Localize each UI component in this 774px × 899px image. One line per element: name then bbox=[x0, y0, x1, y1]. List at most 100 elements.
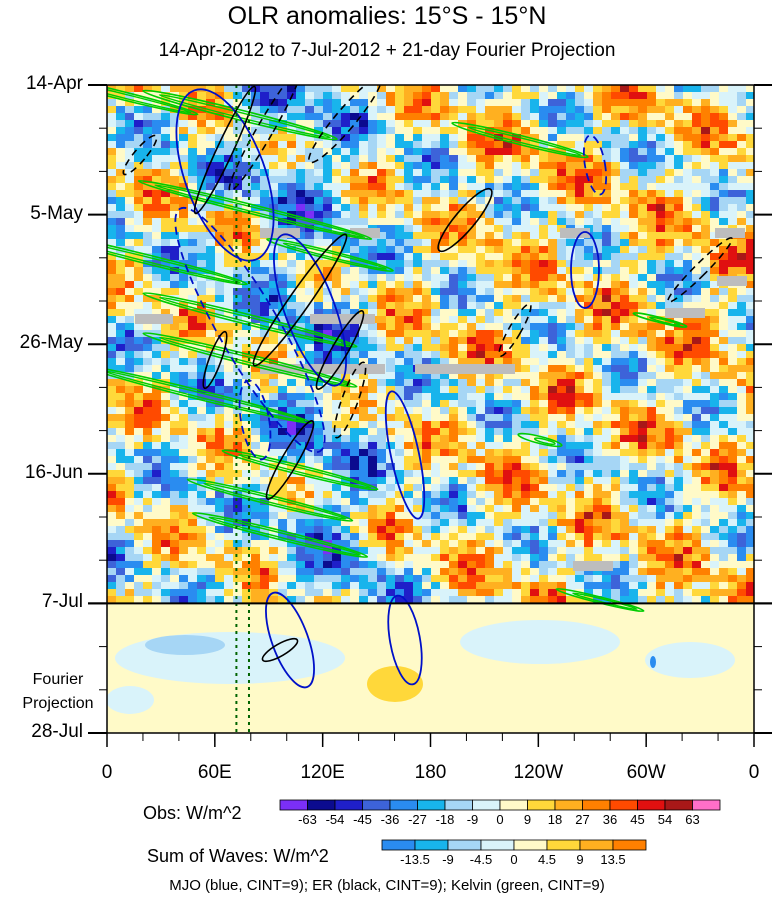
kelvin-contour bbox=[186, 478, 354, 522]
er-contour bbox=[202, 330, 228, 390]
er-contour bbox=[333, 361, 367, 439]
obs-colorbar-label: Obs: W/m^2 bbox=[143, 803, 242, 823]
colorbar-tick-label: 18 bbox=[547, 812, 563, 827]
er-contour bbox=[261, 637, 299, 663]
er-contour bbox=[308, 85, 382, 164]
colorbar-swatch bbox=[444, 799, 473, 811]
mjo-contour bbox=[174, 206, 326, 454]
chart-subtitle: 14-Apr-2012 to 7-Jul-2012 + 21-day Fouri… bbox=[158, 40, 616, 61]
missing-data-bar bbox=[260, 364, 385, 374]
er-contour bbox=[498, 303, 532, 357]
missing-data-bar bbox=[767, 314, 774, 324]
colorbar-swatch bbox=[307, 799, 336, 811]
colorbar-tick-label: 0 bbox=[496, 812, 504, 827]
colorbar-swatch bbox=[362, 799, 391, 811]
y-tick-label: 28-Jul bbox=[31, 721, 83, 742]
colorbar-swatch bbox=[414, 839, 449, 851]
colorbar-tick-label: -63 bbox=[298, 812, 317, 827]
er-contour bbox=[315, 310, 365, 390]
colorbar-tick-label: 0 bbox=[510, 852, 518, 867]
mjo-contour bbox=[582, 134, 608, 196]
colorbar-tick-label: -13.5 bbox=[400, 852, 430, 867]
colorbar-tick-label: 9 bbox=[523, 812, 532, 827]
y-tick-label: 26-May bbox=[19, 332, 83, 354]
er-contour bbox=[193, 85, 257, 215]
obs-field bbox=[107, 85, 774, 603]
projection-label: Fourier Projection bbox=[8, 668, 108, 716]
missing-data-bar bbox=[560, 228, 590, 238]
y-tick-label: 14-Apr bbox=[25, 73, 83, 94]
projection-label-line2: Projection bbox=[22, 695, 94, 712]
colorbar-swatch bbox=[554, 799, 583, 811]
x-tick-label: 0 bbox=[748, 762, 760, 783]
colorbar-swatch bbox=[381, 839, 416, 851]
kelvin-contour bbox=[137, 179, 373, 241]
legend-note: MJO (blue, CINT=9); ER (black, CINT=9); … bbox=[169, 877, 605, 894]
missing-data-bar bbox=[350, 228, 380, 238]
colorbar-swatch bbox=[279, 799, 308, 811]
colorbar-tick-label: -9 bbox=[442, 852, 454, 867]
missing-data-bar bbox=[260, 228, 300, 238]
kelvin-contour bbox=[142, 332, 358, 388]
missing-data-bar bbox=[573, 561, 613, 571]
colorbar-swatch bbox=[389, 799, 418, 811]
colorbar-tick-label: -18 bbox=[435, 812, 455, 827]
er-contour bbox=[252, 233, 348, 367]
projection-label-line1: Fourier bbox=[32, 671, 84, 688]
missing-data-bar bbox=[717, 276, 747, 286]
mjo-contour bbox=[273, 233, 347, 387]
colorbar-swatch bbox=[579, 839, 614, 851]
colorbar-swatch bbox=[417, 799, 446, 811]
colorbar-swatch bbox=[664, 799, 693, 811]
colorbar-tick-label: -27 bbox=[408, 812, 427, 827]
kelvin-contour bbox=[191, 511, 369, 559]
colorbar-tick-label: 13.5 bbox=[600, 852, 626, 867]
colorbar-swatch bbox=[334, 799, 363, 811]
colorbar-tick-label: 27 bbox=[575, 812, 590, 827]
chart-title: OLR anomalies: 15°S - 15°N bbox=[227, 2, 547, 30]
x-tick-label: 0 bbox=[101, 762, 113, 783]
colorbar-tick-label: -4.5 bbox=[469, 852, 493, 867]
colorbar-swatch bbox=[582, 799, 611, 811]
x-tick-label: 120E bbox=[300, 762, 345, 783]
colorbar-swatch bbox=[609, 799, 638, 811]
er-contour bbox=[122, 134, 158, 176]
kelvin-contour bbox=[517, 432, 563, 448]
kelvin-contour bbox=[107, 234, 248, 286]
mjo-contour bbox=[175, 88, 275, 262]
colorbar-swatch bbox=[527, 799, 556, 811]
waves-colorbar-label: Sum of Waves: W/m^2 bbox=[147, 846, 329, 866]
x-tick-label: 120W bbox=[513, 762, 564, 783]
colorbar-swatch bbox=[637, 799, 666, 811]
missing-data-bar bbox=[470, 364, 515, 374]
y-tick-label: 7-Jul bbox=[41, 591, 83, 613]
x-tick-label: 180 bbox=[414, 762, 447, 783]
colorbar-tick-label: 54 bbox=[657, 812, 673, 827]
er-contour bbox=[228, 85, 302, 192]
missing-data-bar bbox=[665, 308, 705, 318]
colorbar-swatch bbox=[546, 839, 581, 851]
x-tick-label: 60W bbox=[626, 762, 666, 783]
missing-data-bar bbox=[715, 228, 745, 238]
colorbar-tick-label: -9 bbox=[466, 812, 479, 827]
colorbar-swatch bbox=[513, 839, 548, 851]
er-contour bbox=[667, 237, 733, 303]
kelvin-contour bbox=[221, 449, 379, 491]
missing-data-bar bbox=[310, 314, 340, 324]
kelvin-contour bbox=[107, 366, 313, 424]
kelvin-contour bbox=[632, 312, 688, 328]
colorbar-tick-label: 45 bbox=[630, 812, 645, 827]
missing-data-bar bbox=[415, 364, 475, 374]
mjo-contour bbox=[265, 591, 315, 689]
er-contour bbox=[437, 187, 493, 253]
kelvin-contour bbox=[451, 121, 589, 159]
y-tick-label: 5-May bbox=[30, 202, 83, 224]
missing-data-bar bbox=[335, 314, 375, 324]
colorbar-tick-label: -45 bbox=[353, 812, 372, 827]
kelvin-contour bbox=[142, 89, 338, 141]
colorbar-tick-label: -36 bbox=[380, 812, 400, 827]
colorbar-tick-label: 36 bbox=[602, 812, 618, 827]
colorbar-tick-label: -54 bbox=[325, 812, 345, 827]
colorbar-swatch bbox=[480, 839, 515, 851]
mjo-contour bbox=[387, 594, 423, 686]
